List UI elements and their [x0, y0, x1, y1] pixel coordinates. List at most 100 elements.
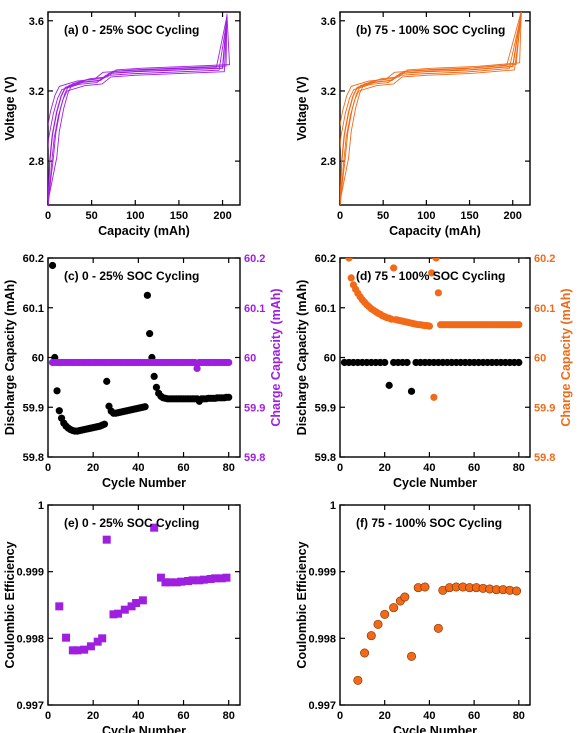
- panel-title: (e) 0 - 25% SOC Cycling: [64, 516, 199, 530]
- x-tick-label: 40: [423, 710, 435, 722]
- x-tick-label: 80: [513, 710, 525, 722]
- voltage-curve: [340, 12, 523, 205]
- x-tick-label: 20: [379, 710, 391, 722]
- y-tick-label: 0.999: [308, 567, 336, 579]
- panel-f: 0 20 40 60 80 0.997 0.998 0.999 1 Cycle Number Cou…: [295, 500, 531, 733]
- plot-frame: [339, 504, 531, 706]
- x-tick-label: 40: [423, 462, 435, 474]
- efficiency-point: [366, 631, 376, 641]
- panel-d: 0 20 40 60 80 59.8 59.9 60 60.1 60.2 59.8 59.9 60 60.…: [295, 253, 573, 490]
- x-tick-label: 20: [379, 462, 391, 474]
- efficiency-point: [389, 603, 399, 613]
- x-tick-label: 60: [468, 462, 480, 474]
- efficiency-point: [199, 575, 208, 584]
- voltage-curve: [340, 12, 522, 202]
- panel-e: 0 20 40 60 80 0.997 0.998 0.999 1 Cycle Number Cou…: [3, 500, 241, 733]
- y2-tick-label: 59.9: [244, 402, 265, 414]
- x-tick-label: 0: [337, 710, 343, 722]
- x-tick-label: 100: [126, 210, 144, 222]
- x-tick-label: 80: [223, 462, 235, 474]
- charge-point: [193, 364, 201, 373]
- charge-point: [425, 322, 434, 330]
- y-tick-label: 0.997: [308, 700, 336, 712]
- panel-title: (d) 75 - 100% SOC Cycling: [356, 269, 505, 283]
- y-tick-label: 60.1: [315, 303, 336, 315]
- plot-data: [55, 523, 231, 655]
- y-axis-label: Voltage (V): [295, 76, 309, 140]
- y-axis-label: Discharge Capacity (mAh): [295, 280, 309, 436]
- y2-axis-label: Charge Capacity (mAh): [559, 288, 573, 426]
- efficiency-point: [86, 642, 95, 651]
- y-tick-label: 3.2: [29, 86, 44, 98]
- efficiency-point: [98, 634, 107, 643]
- x-tick-label: 200: [213, 210, 231, 222]
- discharge-point: [385, 381, 393, 389]
- charge-point: [345, 258, 353, 262]
- y-tick-label: 0.997: [16, 700, 44, 712]
- charge-point: [432, 258, 440, 262]
- y-tick-label: 2.8: [321, 156, 336, 168]
- y-tick-label: 59.8: [23, 452, 44, 464]
- efficiency-point: [156, 573, 165, 582]
- voltage-curve: [48, 13, 231, 202]
- efficiency-point: [102, 535, 111, 544]
- charge-point: [515, 321, 523, 329]
- discharge-point: [407, 387, 416, 395]
- plot-data: [340, 258, 523, 401]
- y2-tick-label: 60.1: [534, 303, 555, 315]
- discharge-point: [152, 383, 161, 391]
- y-tick-label: 60.2: [315, 253, 336, 265]
- efficiency-point: [93, 637, 102, 646]
- efficiency-point: [172, 578, 181, 587]
- efficiency-point: [420, 582, 430, 592]
- voltage-curve: [48, 20, 228, 205]
- y-tick-label: 0.999: [16, 567, 44, 579]
- x-tick-label: 60: [177, 710, 189, 722]
- efficiency-point: [114, 609, 123, 618]
- x-tick-label: 100: [417, 210, 435, 222]
- efficiency-point: [433, 623, 443, 633]
- voltage-curve: [340, 14, 522, 205]
- y-tick-label: 60: [32, 353, 44, 365]
- plot-frame: [339, 11, 531, 206]
- efficiency-point: [380, 609, 390, 619]
- panel-b: 0 50 100 150 200 2.8 3.2 3.6 Capacity (mAh) Volta…: [295, 11, 531, 238]
- efficiency-point: [80, 645, 89, 654]
- y-tick-label: 60: [324, 353, 336, 365]
- charge-point: [347, 274, 355, 282]
- panel-title: (a) 0 - 25% SOC Cycling: [64, 23, 199, 37]
- y-axis-label: Discharge Capacity (mAh): [3, 280, 17, 436]
- efficiency-point: [217, 574, 226, 583]
- efficiency-point: [109, 610, 118, 619]
- y-tick-label: 59.9: [23, 402, 44, 414]
- efficiency-point: [73, 646, 82, 655]
- y2-tick-label: 60: [244, 353, 256, 365]
- plot-data: [48, 261, 233, 435]
- y-tick-label: 59.8: [315, 452, 336, 464]
- x-tick-label: 20: [87, 710, 99, 722]
- efficiency-point: [206, 575, 215, 583]
- x-tick-label: 60: [177, 462, 189, 474]
- x-axis-label: Cycle Number: [393, 724, 477, 733]
- y-tick-label: 59.9: [315, 402, 336, 414]
- y2-tick-label: 59.8: [244, 452, 265, 464]
- efficiency-point: [150, 523, 159, 532]
- x-tick-label: 150: [170, 210, 188, 222]
- efficiency-point: [120, 605, 129, 614]
- voltage-curve: [340, 15, 522, 205]
- x-axis-label: Capacity (mAh): [389, 224, 481, 238]
- x-axis-label: Cycle Number: [393, 476, 477, 490]
- efficiency-point: [138, 596, 147, 605]
- efficiency-point: [373, 619, 383, 629]
- x-tick-label: 60: [468, 710, 480, 722]
- efficiency-point: [177, 577, 186, 586]
- plot-frame: [339, 257, 531, 458]
- discharge-point: [48, 261, 57, 270]
- y-tick-label: 0.998: [308, 633, 336, 645]
- discharge-point: [55, 407, 63, 415]
- efficiency-point: [68, 646, 77, 655]
- x-tick-label: 0: [45, 710, 51, 722]
- y-tick-label: 3.6: [321, 16, 336, 28]
- x-tick-label: 0: [45, 210, 51, 222]
